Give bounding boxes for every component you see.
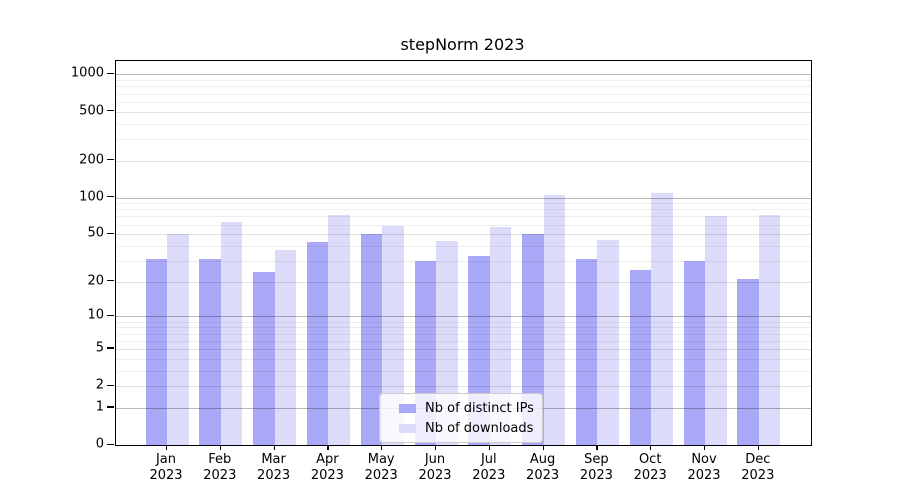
x-tick-label: May 2023 xyxy=(364,452,398,483)
y-tick-label: 20 xyxy=(87,273,104,289)
y-tick-label: 2 xyxy=(95,377,104,393)
bar-feb-distinct-ips xyxy=(199,259,221,445)
y-tick-label: 50 xyxy=(87,225,104,241)
legend-item-downloads: Nb of downloads xyxy=(399,420,534,436)
bar-mar-distinct-ips xyxy=(253,272,275,445)
x-axis-tick-marks xyxy=(115,445,810,451)
bar-jul-downloads xyxy=(489,227,512,445)
x-tick-mark xyxy=(757,445,760,450)
x-tick-label: Aug 2023 xyxy=(526,452,560,483)
x-tick-mark xyxy=(381,445,383,450)
bar-feb-downloads xyxy=(220,221,243,445)
y-tick-mark xyxy=(107,159,114,161)
y-tick-mark xyxy=(107,110,114,112)
y-tick-label: 0 xyxy=(95,436,104,452)
x-tick-label: Nov 2023 xyxy=(687,452,721,483)
plot-area: Nb of distinct IPs Nb of downloads xyxy=(115,60,812,446)
y-axis-tick-marks xyxy=(107,60,114,445)
y-tick-mark xyxy=(107,406,114,408)
bar-apr-downloads xyxy=(328,214,350,445)
x-tick-mark xyxy=(327,445,329,450)
y-tick-label: 1000 xyxy=(70,65,104,81)
x-tick-mark xyxy=(273,445,275,450)
y-tick-label: 1 xyxy=(95,399,104,415)
y-tick-label: 100 xyxy=(79,189,104,204)
y-tick-mark xyxy=(107,232,114,234)
y-axis-labels: 0 1 2 5 10 20 50 100 200 500 1000 xyxy=(0,60,104,452)
legend: Nb of distinct IPs Nb of downloads xyxy=(379,393,543,443)
x-tick-mark xyxy=(488,445,491,450)
bar-nov-downloads xyxy=(705,216,727,445)
legend-item-distinct-ips: Nb of distinct IPs xyxy=(399,400,534,416)
legend-label: Nb of downloads xyxy=(425,420,534,436)
bar-oct-distinct-ips xyxy=(629,270,652,445)
chart-title: stepNorm 2023 xyxy=(400,35,525,54)
x-tick-mark xyxy=(166,445,168,450)
bar-dec-downloads xyxy=(758,214,781,445)
y-tick-label: 200 xyxy=(79,152,104,168)
x-tick-label: Oct 2023 xyxy=(633,452,667,483)
bar-jan-distinct-ips xyxy=(145,259,167,445)
y-tick-label: 10 xyxy=(87,307,104,323)
bar-oct-downloads xyxy=(651,192,673,445)
bar-may-downloads xyxy=(382,226,404,445)
x-tick-mark xyxy=(435,445,437,450)
bar-may-distinct-ips xyxy=(360,234,383,445)
x-tick-label: Sep 2023 xyxy=(579,452,613,483)
y-tick-mark xyxy=(107,72,114,75)
x-tick-mark xyxy=(650,445,652,450)
x-tick-label: Jul 2023 xyxy=(472,452,506,483)
x-tick-mark xyxy=(219,445,222,450)
y-tick-mark xyxy=(107,196,114,198)
y-tick-mark xyxy=(107,314,114,317)
bar-jan-downloads xyxy=(167,234,189,445)
bar-dec-distinct-ips xyxy=(737,279,759,445)
y-tick-label: 500 xyxy=(79,103,104,119)
x-tick-mark xyxy=(596,445,598,450)
bars-layer xyxy=(116,61,811,445)
x-tick-mark xyxy=(542,445,544,450)
legend-label: Nb of distinct IPs xyxy=(425,400,534,416)
y-tick-mark xyxy=(107,384,114,386)
bar-nov-distinct-ips xyxy=(683,260,705,445)
x-tick-label: Jun 2023 xyxy=(418,452,452,483)
bar-sep-distinct-ips xyxy=(575,259,598,445)
bar-aug-downloads xyxy=(543,194,566,445)
y-tick-mark xyxy=(107,347,114,349)
x-tick-label: Mar 2023 xyxy=(257,452,291,483)
legend-swatch-distinct-ips xyxy=(399,403,416,413)
y-tick-mark xyxy=(107,443,114,445)
bar-mar-downloads xyxy=(274,249,297,445)
x-tick-label: Dec 2023 xyxy=(741,452,775,483)
x-tick-label: Feb 2023 xyxy=(203,452,237,483)
x-axis-labels: Jan 2023 Feb 2023 Mar 2023 Apr 2023 May 2023 Jun 20… xyxy=(115,452,810,492)
x-tick-label: Apr 2023 xyxy=(310,452,344,483)
bar-sep-downloads xyxy=(597,239,619,445)
y-tick-label: 5 xyxy=(95,340,104,356)
x-tick-label: Jan 2023 xyxy=(149,452,183,483)
legend-swatch-downloads xyxy=(399,423,416,433)
bar-aug-distinct-ips xyxy=(522,234,544,445)
y-tick-mark xyxy=(107,280,114,282)
bar-apr-distinct-ips xyxy=(306,242,329,445)
x-tick-mark xyxy=(704,445,706,450)
